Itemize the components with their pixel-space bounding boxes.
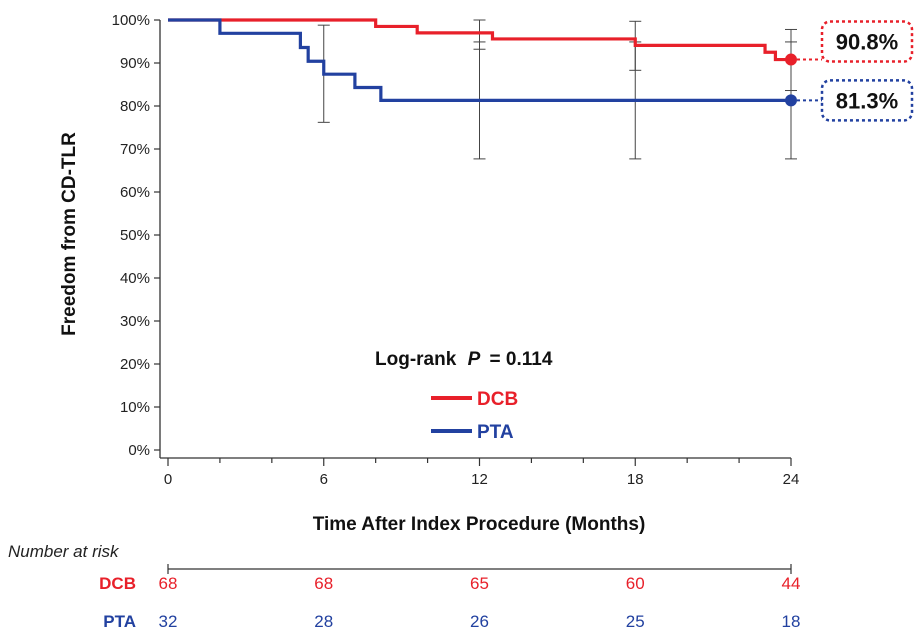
callout-box-dcb [820,20,914,63]
callout-value-dcb: 90.8% [836,30,898,55]
risk-table-title: Number at risk [8,542,120,561]
risk-row-label-pta: PTA [103,612,136,631]
callout-value-pta: 81.3% [836,88,898,113]
end-point-dcb [785,53,797,66]
curve-pta [168,18,791,103]
y-tick-label: 70% [120,141,150,158]
risk-value-pta: 25 [626,612,645,631]
y-tick-label: 60% [120,184,150,201]
legend-label-pta: PTA [477,422,514,443]
p-symbol: P [468,349,481,370]
risk-value-dcb: 68 [314,574,333,593]
x-tick-label: 0 [164,471,172,488]
survival-curves [168,18,797,107]
x-tick-label: 24 [783,471,800,488]
curve-dcb [168,18,791,62]
y-tick-label: 10% [120,399,150,416]
y-tick-label: 0% [128,442,150,459]
end-callouts: 90.8% 81.3% [797,20,914,122]
p-value: = 0.114 [490,349,553,370]
y-tick-label: 80% [120,98,150,115]
risk-value-dcb: 60 [626,574,645,593]
risk-value-dcb: 44 [782,574,801,593]
risk-value-pta: 18 [782,612,801,631]
y-tick-label: 40% [120,270,150,287]
risk-value-pta: 32 [159,612,178,631]
x-tick-label: 18 [627,471,644,488]
legend: DCB PTA [431,389,518,443]
y-tick-label: 90% [120,55,150,72]
axis-ticks: 0% 10% 20% 30% 40% 50% 60% 70% 80% 90% 100% 0 6 12 18 2… [112,12,800,488]
callout-box-pta [820,79,914,122]
logrank-annotation: Log-rank P = 0.114 [375,349,553,370]
x-tick-label: 6 [320,471,328,488]
legend-label-dcb: DCB [477,389,518,410]
error-bars [317,19,797,160]
risk-value-dcb: 65 [470,574,489,593]
axes [159,20,791,459]
y-tick-label: 50% [120,227,150,244]
risk-row-label-dcb: DCB [99,574,136,593]
y-tick-label: 30% [120,313,150,330]
y-tick-label: 100% [112,12,150,29]
x-tick-label: 12 [471,471,488,488]
y-tick-label: 20% [120,356,150,373]
end-point-pta [785,94,797,107]
x-axis-title: Time After Index Procedure (Months) [313,514,646,535]
risk-value-pta: 28 [314,612,333,631]
risk-table: Number at risk DCB 68 68 65 60 44 PTA 32 28 26 25 1… [8,542,800,631]
risk-value-dcb: 68 [159,574,178,593]
logrank-label: Log-rank [375,349,457,370]
y-axis-title: Freedom from CD-TLR [59,132,80,336]
risk-value-pta: 26 [470,612,489,631]
